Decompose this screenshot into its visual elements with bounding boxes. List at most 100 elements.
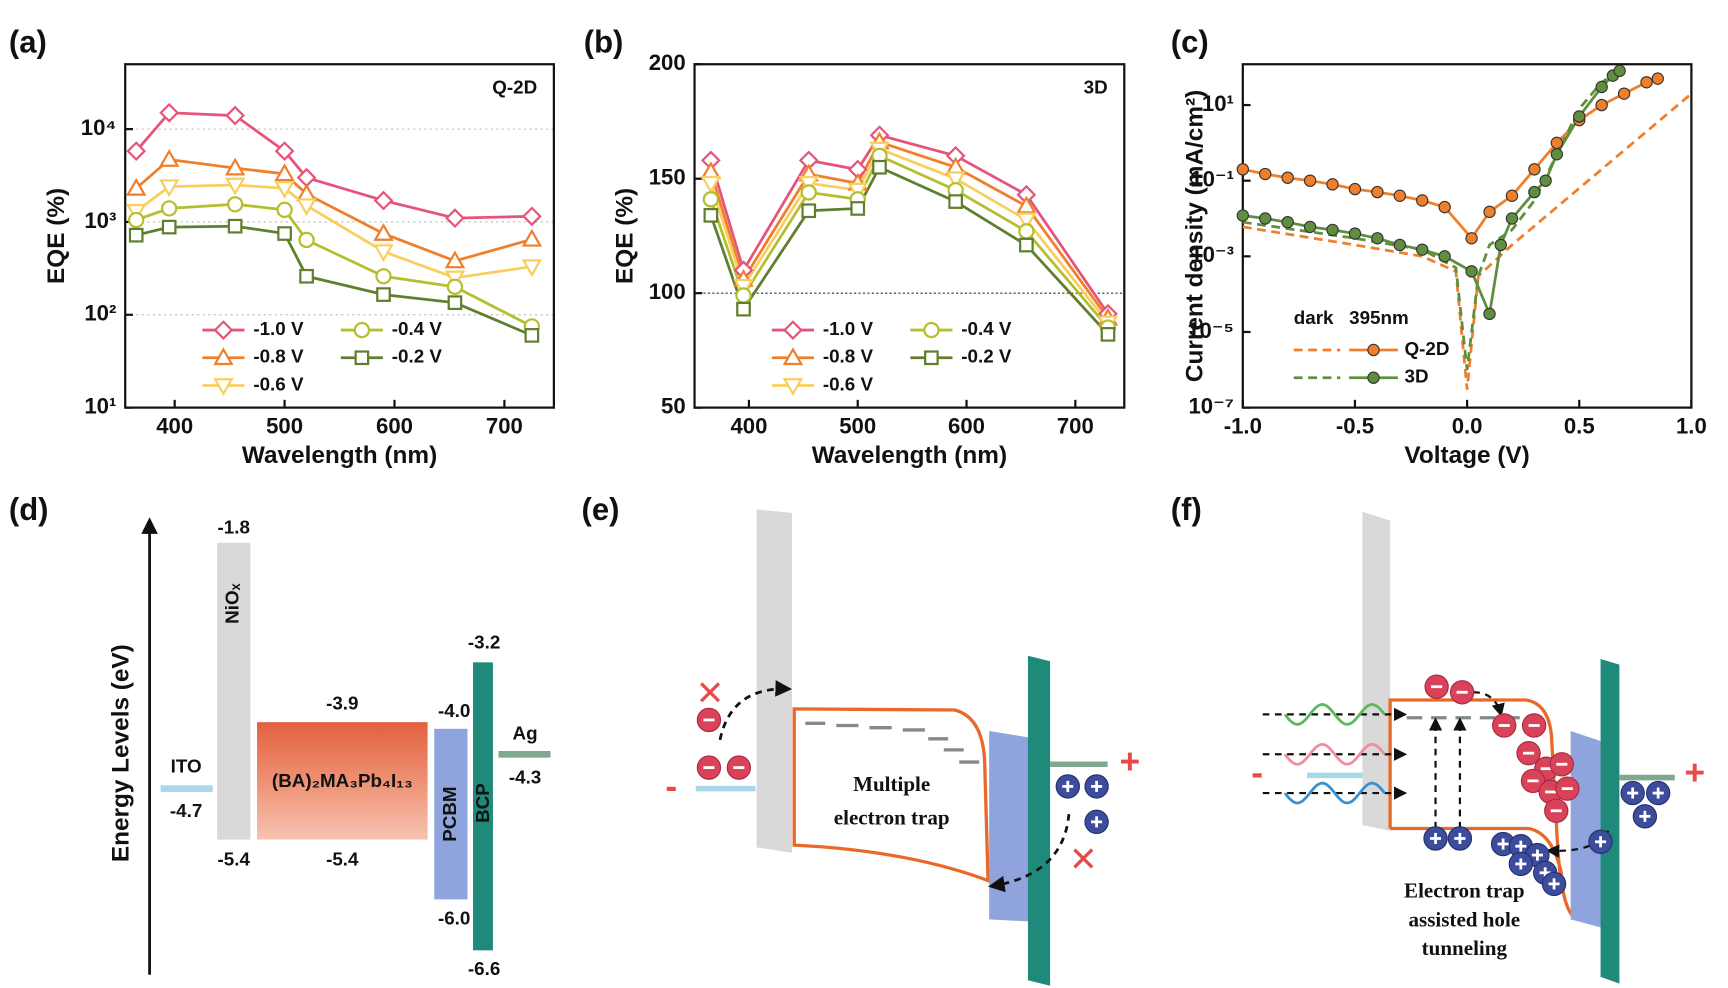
- legend-marker: [213, 320, 234, 340]
- series-line: [709, 165, 1109, 336]
- data-point: [274, 141, 295, 161]
- data-point: [1371, 185, 1384, 199]
- data-point: [1016, 195, 1037, 214]
- data-point: [158, 179, 180, 198]
- data-point: [125, 177, 147, 196]
- data-point: [736, 301, 751, 317]
- y-axis-label: EQE (%): [43, 188, 70, 284]
- data-point: [522, 206, 542, 227]
- y-axis-label: Current density (mA/cm²): [1182, 90, 1209, 382]
- data-point: [1539, 174, 1552, 187]
- legend-marker: [354, 350, 370, 366]
- data-point: [850, 201, 866, 216]
- nio-bar: [756, 509, 793, 853]
- layer-name: BCP: [472, 783, 493, 823]
- layer-name: ITO: [171, 756, 202, 777]
- data-point: [703, 207, 719, 223]
- data-point: [1528, 185, 1541, 199]
- legend-marker: [783, 320, 803, 340]
- data-point: [1438, 200, 1451, 214]
- bcp-bar: [473, 662, 493, 951]
- legend-marker: [1367, 371, 1380, 384]
- electron: [1449, 680, 1475, 705]
- legend-label: Q-2D: [1405, 338, 1450, 359]
- data-point: [801, 203, 817, 219]
- hole: [1084, 809, 1109, 835]
- level-label: -4.0: [438, 700, 470, 721]
- data-point: [376, 287, 391, 302]
- y-tick-label: 10¹: [84, 393, 116, 418]
- legend-label: -0.6 V: [823, 373, 874, 394]
- panel-label: (d): [9, 492, 49, 527]
- hole: [1632, 804, 1658, 829]
- data-point: [225, 105, 245, 126]
- data-point: [276, 201, 293, 219]
- x-tick-label: 600: [948, 413, 985, 438]
- chart: (c) 10⁻⁷ 10⁻⁵ 10⁻³ 10⁻¹ 10¹ -1.0 -0.5 0.0 0.5 1.0 V…: [1171, 24, 1707, 468]
- panel-label: (f): [1171, 492, 1202, 527]
- data-point: [700, 161, 722, 180]
- data-point: [1348, 227, 1362, 240]
- data-point: [1465, 265, 1478, 278]
- annotation: 3D: [1084, 77, 1108, 98]
- hole: [1645, 780, 1671, 806]
- data-point: [1019, 237, 1034, 253]
- layer-name: NiOₓ: [222, 583, 243, 623]
- arrow: [988, 813, 1071, 893]
- data-point: [274, 181, 295, 199]
- electron: [1516, 741, 1541, 766]
- legend-label: 3D: [1405, 366, 1429, 387]
- panel-label: (e): [582, 492, 620, 527]
- x-tick-label: 500: [839, 413, 876, 438]
- y-axis-label: EQE (%): [611, 188, 638, 284]
- electron: [1544, 798, 1569, 823]
- electrode-sign: -: [665, 766, 677, 806]
- data-point: [872, 159, 887, 175]
- x-axis-label: Wavelength (nm): [812, 442, 1007, 469]
- electron: [696, 707, 722, 733]
- y-tick-label: 10⁻³: [1190, 242, 1234, 267]
- data-point: [948, 194, 963, 209]
- data-point: [521, 259, 543, 278]
- series-line: [135, 183, 533, 280]
- legend-marker: [353, 321, 371, 339]
- data-point: [373, 190, 394, 211]
- data-point: [224, 157, 246, 176]
- axis-label: Energy Levels (eV): [107, 644, 134, 862]
- hole: [1620, 780, 1645, 806]
- data-point: [1640, 76, 1653, 89]
- hole: [1541, 871, 1567, 897]
- y-tick-label: 10⁻⁷: [1188, 393, 1233, 418]
- panel-label: (a): [9, 24, 47, 59]
- data-point: [1236, 209, 1250, 222]
- series-line: [135, 224, 533, 337]
- panel-e: (e) - + Multiple electron trap: [582, 492, 1140, 986]
- data-point: [1528, 163, 1541, 176]
- series-line: [135, 202, 533, 328]
- legend-marker: [213, 378, 234, 396]
- data-point: [1416, 194, 1429, 207]
- x-tick-label: 600: [376, 413, 413, 438]
- legend-label: -0.4 V: [961, 318, 1012, 339]
- level-label: -3.9: [326, 692, 358, 713]
- y-tick-label: 200: [649, 50, 686, 75]
- y-tick-label: 10⁻⁵: [1187, 318, 1234, 343]
- series-line: [135, 111, 532, 220]
- data-point: [1573, 110, 1586, 123]
- data-point: [159, 102, 180, 123]
- data-point: [521, 228, 543, 247]
- data-point: [1281, 215, 1294, 229]
- hole: [1588, 829, 1613, 854]
- panel-label: (c): [1171, 24, 1209, 59]
- electrode-sign: +: [1684, 753, 1705, 793]
- note: assisted hole: [1409, 907, 1521, 931]
- layer-name: Ag: [513, 722, 538, 743]
- legend-marker: [782, 378, 804, 396]
- data-point: [1505, 189, 1519, 202]
- pcbm-bar: [989, 731, 1031, 922]
- data-point: [226, 196, 244, 213]
- data-point: [1303, 174, 1317, 187]
- data-point: [296, 198, 317, 217]
- legend-marker: [1367, 343, 1380, 357]
